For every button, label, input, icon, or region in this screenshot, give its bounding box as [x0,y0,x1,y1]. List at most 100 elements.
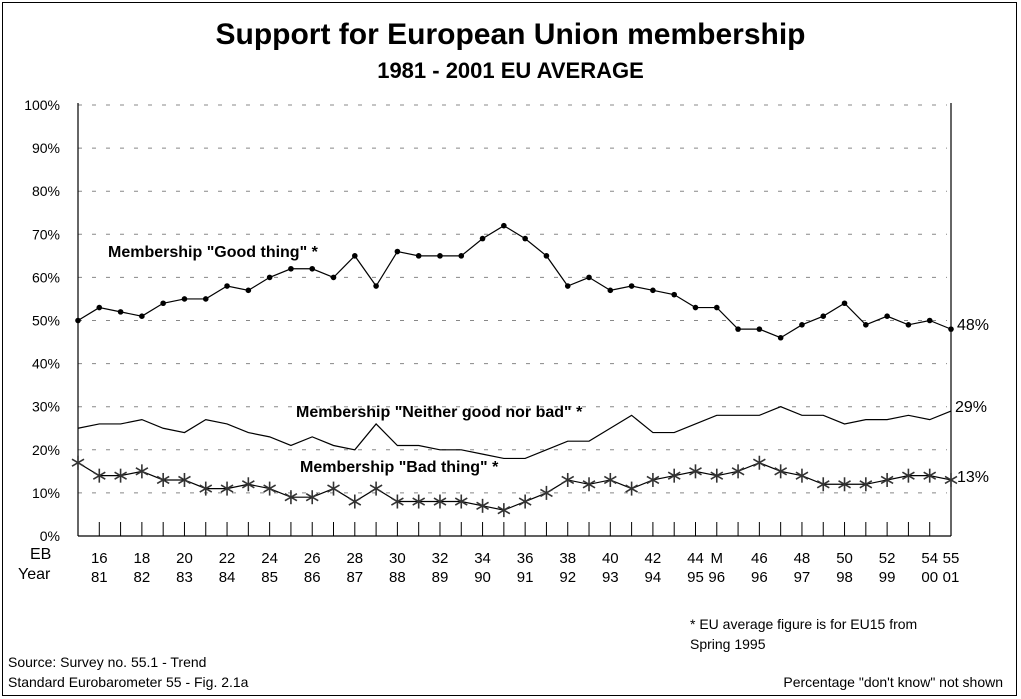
data-point-star [923,468,937,483]
x-tick-label-eb: 42 [645,550,662,567]
x-tick-label-eb: 55 [943,550,960,567]
y-tick-label: 60% [32,269,60,285]
x-tick-label-eb: M [711,550,724,567]
x-tick-label-year: 82 [134,569,151,586]
x-tick-label-year: 93 [602,569,619,586]
data-point-star [752,455,766,470]
data-point [522,235,528,242]
x-tick-label-eb: 46 [751,550,768,567]
x-tick-label-year: 97 [794,569,811,586]
data-point [245,287,252,294]
data-point-star [114,468,127,483]
data-point [543,253,550,259]
end-label-bad: 13% [957,469,990,486]
data-point [735,326,741,332]
x-tick-label-eb: 18 [134,550,151,567]
data-point-star [774,464,788,479]
series-line-0 [77,224,952,339]
data-point-star [305,490,319,505]
x-tick-label-eb: 34 [474,550,491,567]
data-point-star [390,494,404,509]
y-tick-label: 10% [32,485,60,501]
data-point-star [92,468,106,483]
data-point [266,274,273,281]
series-label-bad: Membership "Bad thing" * [300,459,499,476]
x-tick-label-year: 98 [836,569,853,586]
data-point-star [902,468,915,483]
chart-title: Support for European Union membership [215,18,806,51]
y-tick-label: 70% [32,226,60,242]
x-tick-label-eb: 38 [559,550,576,567]
x-tick-label-eb: 50 [836,550,853,567]
data-point-star [71,455,85,470]
data-point [564,283,571,289]
data-point [884,313,890,319]
data-point [501,222,507,229]
data-point [926,317,933,324]
data-point-star [880,472,894,487]
eb-row-label: EB [30,546,52,563]
data-point [202,296,209,302]
data-point [160,300,166,307]
data-point-star [646,472,660,487]
end-label-neither: 29% [955,399,988,416]
data-point-star [199,481,213,496]
x-tick-label-eb: 48 [794,550,811,567]
x-tick-label-year: 85 [261,569,278,586]
data-point-star [518,494,532,509]
x-tick-label-year: 86 [304,569,321,586]
x-tick-label-eb: 24 [261,550,278,567]
y-tick-label: 50% [32,313,60,329]
y-tick-label: 40% [32,356,60,372]
data-point [437,253,443,259]
data-point [820,313,827,319]
x-tick-label-year: 95 [687,569,704,586]
x-tick-label-year: 01 [943,569,960,586]
x-tick-label-year: 92 [559,569,576,586]
source-line1: Source: Survey no. 55.1 - Trend [8,654,207,670]
data-point-star [178,472,191,487]
x-tick-label-year: 81 [91,569,108,586]
data-point [458,253,465,259]
data-point-star [241,477,255,492]
data-point-star [369,481,383,496]
x-tick-label-eb: 26 [304,550,321,567]
x-tick-label-year: 96 [708,569,725,586]
x-tick-label-eb: 16 [91,550,108,567]
data-point-star [476,498,489,513]
x-tick-label-eb: 54 [921,550,938,567]
data-point [309,265,316,272]
data-point-star [220,481,234,496]
dont-know-note: Percentage "don't know" not shown [783,674,1003,690]
data-point [96,304,103,311]
data-point [373,283,379,289]
x-tick-label-year: 94 [645,569,662,586]
x-tick-label-eb: 32 [432,550,449,567]
data-point-star [540,485,553,500]
data-point-star [582,477,596,492]
year-row-label: Year [18,566,51,583]
data-point-star [348,494,362,509]
data-point [117,309,124,315]
data-point [479,235,486,242]
data-point-star [454,494,468,509]
y-tick-label: 0% [40,528,60,544]
data-point-star [731,464,745,479]
data-point-star [838,477,851,492]
x-tick-label-year: 83 [176,569,193,586]
x-tick-label-year: 91 [517,569,534,586]
data-point [905,322,912,328]
data-point [415,253,422,259]
data-point [841,300,848,307]
data-point [607,287,614,294]
data-point [948,326,954,332]
data-point [650,287,656,294]
data-point [756,326,763,332]
footnote-line1: * EU average figure is for EU15 from [690,616,918,632]
x-tick-label-year: 87 [346,569,363,586]
data-point-star [689,464,702,479]
data-point [692,304,699,311]
data-point-star [625,481,639,496]
